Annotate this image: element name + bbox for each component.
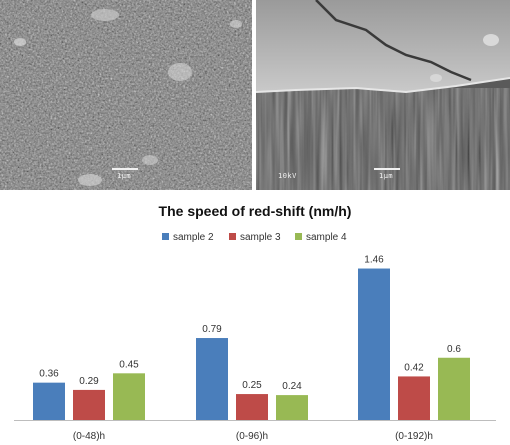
- surface-texture-image: [0, 0, 252, 190]
- chart-canvas: The speed of red-shift (nm/h) sample 2 sa…: [14, 203, 496, 442]
- legend-swatch-3: [229, 233, 236, 240]
- scale-label: 1μm: [117, 172, 132, 180]
- scale-label: 1μm: [379, 172, 394, 180]
- data-label: 0.79: [202, 324, 222, 335]
- data-label: 0.45: [119, 359, 139, 370]
- legend-label: sample 4: [306, 232, 347, 243]
- x-tick-label: (0-96)h: [236, 431, 268, 442]
- data-label: 1.46: [364, 255, 384, 266]
- bar-sample-2-2: [358, 268, 390, 420]
- sem-micrograph-cross-section: 10kV 1μm: [256, 0, 510, 190]
- scale-bar: [374, 168, 400, 170]
- red-shift-bar-chart: The speed of red-shift (nm/h) sample 2 sa…: [0, 190, 510, 445]
- sem-micrograph-surface: 1μm: [0, 0, 252, 190]
- data-label: 0.24: [282, 381, 302, 392]
- bar-sample-4-2: [438, 357, 470, 420]
- data-label: 0.6: [447, 344, 461, 355]
- bar-sample-3-0: [73, 389, 105, 420]
- chart-legend: sample 2 sample 3 sample 4: [162, 232, 347, 243]
- chart-title: The speed of red-shift (nm/h): [159, 203, 352, 219]
- x-tick-label: (0-48)h: [73, 431, 105, 442]
- bar-sample-3-1: [236, 394, 268, 420]
- data-label: 0.25: [242, 380, 262, 391]
- data-label: 0.36: [39, 369, 59, 380]
- bar-sample-2-0: [33, 382, 65, 420]
- legend-swatch-4: [295, 233, 302, 240]
- cross-section-image: [256, 0, 510, 190]
- data-label: 0.42: [404, 362, 424, 373]
- bar-sample-2-1: [196, 338, 228, 420]
- bar-sample-3-2: [398, 376, 430, 420]
- x-tick-label: (0-192)h: [395, 431, 433, 442]
- legend-label: sample 2: [173, 232, 214, 243]
- legend-label: sample 3: [240, 232, 281, 243]
- legend-swatch-2: [162, 233, 169, 240]
- bar-sample-4-1: [276, 395, 308, 420]
- bar-sample-4-0: [113, 373, 145, 420]
- x-axis: (0-48)h (0-96)h (0-192)h: [14, 420, 496, 442]
- scale-bar: [112, 168, 138, 170]
- voltage-label: 10kV: [278, 172, 297, 180]
- data-label: 0.29: [79, 376, 99, 387]
- bar-series-group: 0.36 0.29 0.45 0.79 0.25 0.24 1.46 0.42 0.6: [33, 255, 470, 420]
